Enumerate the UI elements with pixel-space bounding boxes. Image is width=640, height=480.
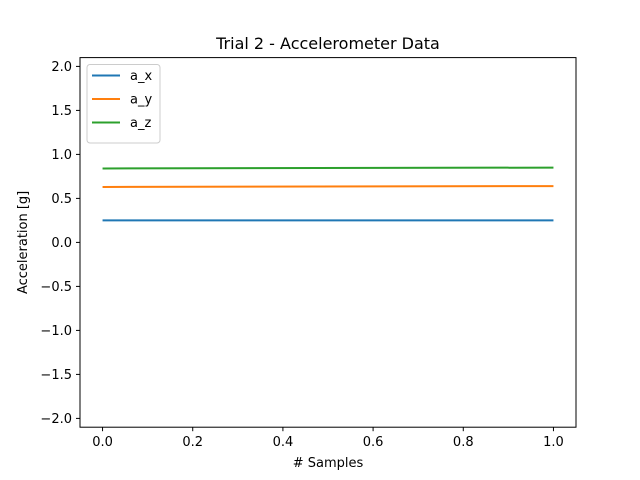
y-tick-label: 0.5 — [51, 192, 72, 207]
series-line-a-y — [102, 185, 554, 188]
x-tick-label: 0.4 — [273, 435, 294, 450]
x-tick-label: 0.8 — [453, 435, 474, 450]
y-tick-label: −1.0 — [40, 324, 72, 339]
y-tick-label: 1.5 — [51, 104, 72, 119]
y-tick-label: 2.0 — [51, 60, 72, 75]
legend-label-a-z: a_z — [130, 116, 151, 131]
legend: a_x a_y a_z — [86, 64, 161, 144]
legend-label-a-y: a_y — [130, 93, 152, 108]
y-tick-label: −1.5 — [40, 368, 72, 383]
x-tick-label: 0.2 — [182, 435, 203, 450]
x-tick-label: 1.0 — [543, 435, 564, 450]
y-tick-label: 0.0 — [51, 236, 72, 251]
series-line-a-z — [102, 166, 554, 170]
y-tick-label: −2.0 — [40, 412, 72, 427]
x-tick-label: 0.0 — [92, 435, 113, 450]
y-tick-label: 1.0 — [51, 148, 72, 163]
x-tick-label: 0.6 — [363, 435, 384, 450]
y-tick-label: −0.5 — [40, 280, 72, 295]
y-axis-label: Acceleration [g] — [16, 191, 31, 294]
x-axis-label: # Samples — [293, 456, 364, 471]
chart-title: Trial 2 - Accelerometer Data — [215, 34, 440, 53]
legend-label-a-x: a_x — [130, 69, 152, 84]
